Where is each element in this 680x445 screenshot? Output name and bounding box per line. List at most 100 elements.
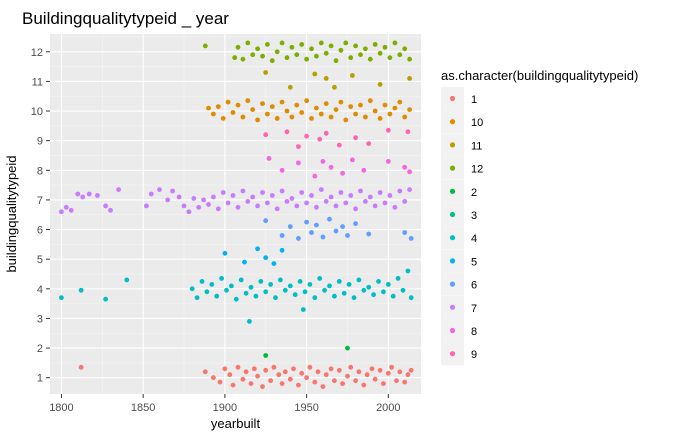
data-point-1 bbox=[332, 378, 337, 384]
data-point-4 bbox=[405, 268, 411, 274]
data-point-2 bbox=[345, 345, 350, 351]
data-point-12 bbox=[274, 49, 280, 55]
data-point-4 bbox=[336, 279, 342, 284]
data-point-7 bbox=[333, 203, 339, 209]
data-point-8 bbox=[279, 167, 285, 173]
data-point-7 bbox=[201, 197, 207, 203]
data-point-12 bbox=[323, 50, 329, 56]
data-point-12 bbox=[279, 40, 285, 46]
y-tick-label: 4 bbox=[37, 284, 43, 296]
data-point-7 bbox=[68, 207, 74, 213]
data-point-10 bbox=[372, 108, 378, 114]
legend-swatch-8 bbox=[449, 327, 456, 334]
data-point-4 bbox=[273, 295, 278, 301]
data-point-7 bbox=[220, 190, 226, 195]
data-point-10 bbox=[358, 102, 363, 108]
data-point-7 bbox=[353, 206, 358, 212]
data-point-8 bbox=[402, 164, 408, 170]
data-point-1 bbox=[323, 372, 329, 378]
data-point-1 bbox=[230, 382, 236, 388]
legend-swatch-11 bbox=[449, 142, 456, 148]
data-point-2 bbox=[263, 353, 269, 358]
data-point-9 bbox=[405, 129, 411, 135]
data-point-1 bbox=[385, 370, 391, 376]
data-point-10 bbox=[382, 102, 388, 108]
data-point-12 bbox=[387, 55, 393, 61]
data-point-1 bbox=[202, 369, 208, 375]
data-point-10 bbox=[402, 114, 408, 120]
plot-panel bbox=[50, 34, 421, 394]
data-point-4 bbox=[263, 289, 269, 295]
data-point-7 bbox=[75, 191, 81, 197]
legend-swatch-6 bbox=[449, 281, 456, 287]
data-point-12 bbox=[245, 40, 251, 46]
data-point-7 bbox=[170, 188, 176, 194]
data-point-1 bbox=[227, 372, 233, 378]
data-point-12 bbox=[353, 43, 358, 49]
data-point-1 bbox=[276, 372, 282, 378]
data-point-7 bbox=[181, 203, 187, 209]
data-point-10 bbox=[289, 114, 295, 120]
data-point-10 bbox=[260, 101, 265, 106]
data-point-9 bbox=[385, 127, 391, 133]
legend-label-12: 12 bbox=[471, 164, 483, 176]
data-point-7 bbox=[323, 199, 329, 204]
data-point-7 bbox=[116, 187, 121, 193]
data-point-4 bbox=[332, 293, 337, 299]
data-point-7 bbox=[358, 188, 363, 194]
data-point-1 bbox=[372, 376, 378, 382]
data-point-12 bbox=[328, 43, 334, 49]
data-point-4 bbox=[268, 282, 273, 287]
data-point-10 bbox=[220, 116, 226, 121]
data-point-7 bbox=[299, 190, 305, 195]
points-layer bbox=[59, 40, 414, 389]
data-point-7 bbox=[382, 200, 388, 206]
data-point-1 bbox=[340, 381, 345, 386]
data-point-8 bbox=[407, 169, 412, 175]
data-point-10 bbox=[367, 98, 373, 104]
data-point-10 bbox=[314, 105, 319, 111]
data-point-12 bbox=[284, 55, 290, 61]
legend-label-5: 5 bbox=[471, 256, 477, 268]
legend-swatch-3 bbox=[449, 211, 456, 218]
data-point-1 bbox=[217, 379, 223, 385]
data-point-12 bbox=[363, 46, 368, 52]
data-point-10 bbox=[206, 105, 211, 111]
x-tick-label: 2000 bbox=[376, 402, 400, 414]
y-tick-label: 1 bbox=[37, 373, 43, 385]
data-point-12 bbox=[407, 56, 412, 62]
data-point-7 bbox=[377, 190, 383, 195]
data-point-4 bbox=[351, 295, 357, 301]
data-point-4 bbox=[292, 292, 298, 298]
legend-items: 1 10 11 12 2 3 4 5 6 7 8 9 bbox=[441, 87, 483, 366]
data-point-9 bbox=[336, 142, 342, 148]
data-point-4 bbox=[317, 276, 323, 281]
data-point-12 bbox=[377, 50, 383, 56]
x-tick-label: 1900 bbox=[213, 402, 237, 414]
data-point-7 bbox=[402, 199, 408, 204]
data-point-1 bbox=[397, 369, 403, 375]
data-point-7 bbox=[338, 190, 344, 195]
data-point-4 bbox=[247, 319, 252, 324]
legend-label-2: 2 bbox=[471, 187, 477, 199]
data-point-4 bbox=[312, 295, 318, 301]
data-point-6 bbox=[304, 219, 309, 225]
data-point-1 bbox=[369, 366, 375, 372]
legend-swatch-1 bbox=[449, 95, 456, 102]
data-point-1 bbox=[364, 372, 370, 378]
data-point-7 bbox=[274, 206, 280, 212]
data-point-4 bbox=[194, 295, 200, 301]
data-point-1 bbox=[271, 364, 277, 370]
x-tick-label: 1850 bbox=[131, 402, 155, 414]
data-point-4 bbox=[238, 277, 244, 283]
data-point-10 bbox=[284, 108, 290, 114]
y-tick-label: 7 bbox=[37, 195, 43, 207]
data-point-9 bbox=[317, 136, 323, 142]
data-point-7 bbox=[230, 193, 236, 198]
data-point-1 bbox=[328, 366, 334, 372]
data-point-7 bbox=[240, 188, 246, 194]
data-point-8 bbox=[296, 160, 301, 166]
data-point-4 bbox=[78, 287, 84, 293]
data-point-7 bbox=[367, 194, 373, 200]
